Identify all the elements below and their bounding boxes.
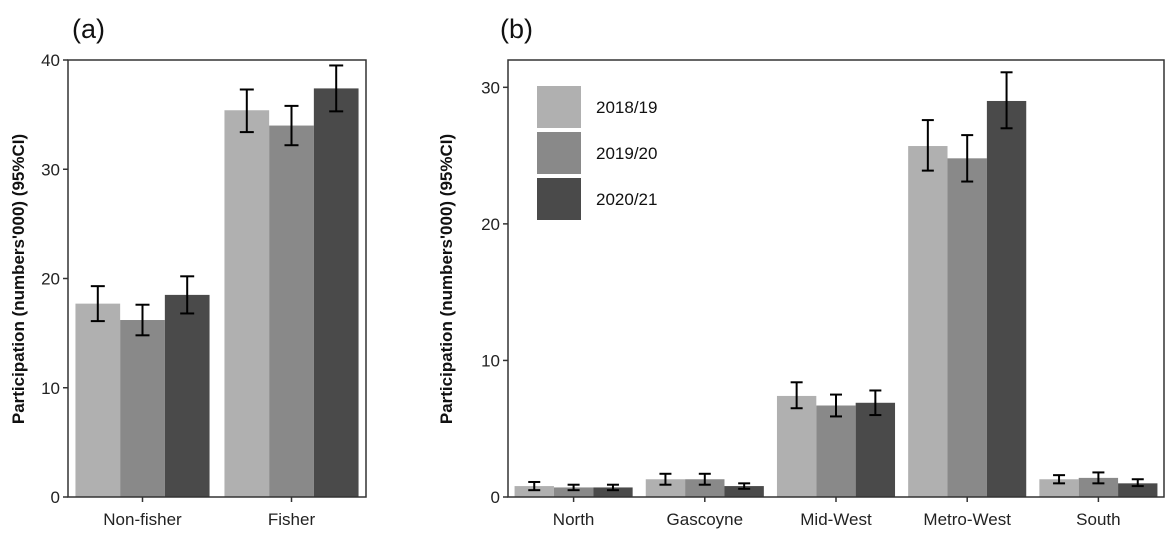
bar-a-1-2 — [313, 88, 359, 497]
error-bar-b-3-1 — [961, 134, 974, 183]
error-bar-a-1-1 — [284, 104, 299, 147]
x-tick-label: South — [1076, 510, 1120, 529]
bar-b-4-1 — [1078, 477, 1119, 497]
y-tick-label: 30 — [481, 78, 500, 97]
error-bar-b-0-0 — [528, 480, 541, 492]
error-bar-a-1-0 — [239, 88, 254, 134]
y-tick-label: 0 — [491, 488, 500, 507]
bar-b-3-0 — [908, 146, 948, 498]
legend-swatch-1 — [537, 132, 581, 174]
error-bar-a-0-1 — [135, 303, 150, 337]
panel-a-axes: 0 10 20 30 40 Non-fisher Fisher — [41, 51, 367, 529]
error-bar-b-1-0 — [659, 472, 672, 486]
legend-swatch-0 — [537, 86, 581, 128]
error-bar-b-1-2 — [738, 482, 751, 490]
bar-b-1-1 — [685, 479, 725, 497]
y-tick-label: 40 — [41, 51, 60, 70]
error-bar-b-2-1 — [830, 393, 842, 418]
x-tick-label: North — [553, 510, 595, 529]
panel-a-label: (a) — [72, 14, 105, 44]
error-bar-b-3-0 — [921, 119, 934, 172]
x-tick-label: Fisher — [268, 510, 316, 529]
panel-b-bars — [514, 71, 1158, 498]
error-bar-b-2-2 — [869, 389, 882, 417]
x-tick-label: Gascoyne — [667, 510, 744, 529]
bar-b-2-0 — [776, 395, 817, 497]
bar-b-3-2 — [986, 100, 1027, 497]
y-tick-label: 10 — [41, 379, 60, 398]
bar-a-0-0 — [75, 303, 121, 497]
y-tick-label: 20 — [41, 270, 60, 289]
bar-b-1-2 — [724, 486, 764, 497]
legend-label-0: 2018/19 — [596, 98, 657, 117]
bar-b-0-1 — [553, 487, 594, 497]
bar-b-4-2 — [1118, 483, 1158, 497]
bar-a-1-0 — [224, 110, 270, 497]
x-tick-label: Non-fisher — [103, 510, 182, 529]
bar-a-1-1 — [269, 125, 314, 498]
panel-b-axes: 0 10 20 30 North Gascoyne Mid-West Metro-West So… — [481, 59, 1165, 529]
bar-a-0-2 — [164, 294, 210, 497]
bar-b-3-1 — [947, 158, 987, 497]
y-tick-label: 0 — [51, 488, 60, 507]
bar-a-0-1 — [120, 320, 165, 497]
error-bar-b-2-0 — [790, 381, 803, 410]
bar-b-2-1 — [816, 405, 856, 497]
panel-a-y-axis-title: Participation (numbers'000) (95%CI) — [9, 134, 28, 424]
error-bar-b-4-1 — [1092, 471, 1105, 485]
panel-b-y-axis-title: Participation (numbers'000) (95%CI) — [437, 134, 456, 424]
y-tick-label: 30 — [41, 160, 60, 179]
y-tick-label: 20 — [481, 215, 500, 234]
y-tick-label: 10 — [481, 351, 500, 370]
bar-b-4-0 — [1039, 479, 1079, 497]
panel-a-bars — [75, 64, 359, 498]
panel-b-label: (b) — [500, 14, 533, 44]
bar-b-2-2 — [855, 402, 896, 497]
error-bar-a-0-2 — [180, 275, 195, 315]
legend: 2018/19 2019/20 2020/21 — [537, 86, 657, 220]
x-tick-label: Metro-West — [923, 510, 1011, 529]
bar-b-1-0 — [645, 479, 686, 497]
legend-swatch-2 — [537, 178, 581, 220]
error-bar-b-3-2 — [1000, 71, 1013, 130]
bar-b-0-0 — [514, 486, 554, 497]
panel-b: (b) Participation (numbers'000) (95%CI) … — [437, 14, 1165, 529]
legend-label-1: 2019/20 — [596, 144, 657, 163]
error-bar-b-4-2 — [1131, 478, 1144, 488]
x-tick-label: Mid-West — [800, 510, 872, 529]
error-bar-a-1-2 — [329, 64, 344, 113]
error-bar-b-0-1 — [567, 483, 580, 492]
panel-a: (a) Participation (numbers'000) (95%CI) … — [9, 14, 367, 529]
bar-b-0-2 — [593, 487, 633, 497]
error-bar-b-4-0 — [1053, 474, 1066, 485]
error-bar-b-0-2 — [606, 483, 619, 492]
error-bar-b-1-1 — [698, 472, 711, 486]
legend-label-2: 2020/21 — [596, 190, 657, 209]
error-bar-a-0-0 — [90, 285, 105, 323]
